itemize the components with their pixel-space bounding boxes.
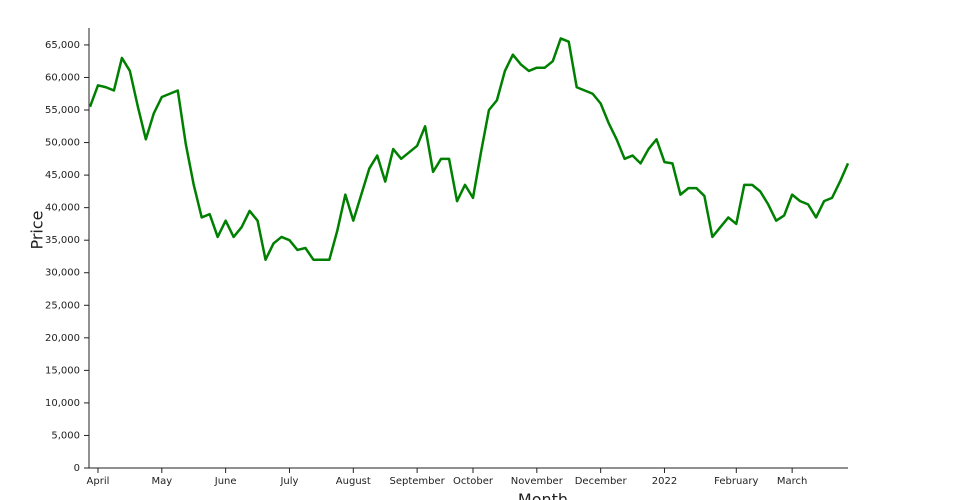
y-tick-label: 50,000 xyxy=(45,138,80,149)
y-tick-label: 30,000 xyxy=(45,268,80,279)
price-line xyxy=(88,37,850,261)
y-tick-label: 0 xyxy=(74,463,80,474)
y-tick-label: 45,000 xyxy=(45,170,80,181)
y-tick-label: 20,000 xyxy=(45,333,80,344)
y-tick-label: 15,000 xyxy=(45,365,80,376)
x-tick-label: August xyxy=(336,476,371,487)
y-tick-label: 5,000 xyxy=(51,430,80,441)
y-tick-label: 55,000 xyxy=(45,105,80,116)
y-tick-label: 40,000 xyxy=(45,203,80,214)
x-tick-label: November xyxy=(511,476,564,487)
y-tick-label: 25,000 xyxy=(45,300,80,311)
x-tick-label: December xyxy=(575,476,628,487)
y-tick-label: 10,000 xyxy=(45,398,80,409)
x-tick-label: March xyxy=(777,476,807,487)
x-tick-label: February xyxy=(714,476,758,487)
y-tick-label: 60,000 xyxy=(45,72,80,83)
x-tick-label: October xyxy=(453,476,494,487)
y-tick-label: 35,000 xyxy=(45,235,80,246)
x-tick-label: July xyxy=(279,476,298,487)
y-tick-label: 65,000 xyxy=(45,40,80,51)
x-axis-title: Month xyxy=(518,490,568,500)
x-tick-label: 2022 xyxy=(652,476,677,487)
y-axis-title: Price xyxy=(28,210,47,249)
x-tick-label: June xyxy=(214,476,237,487)
x-tick-label: May xyxy=(151,476,172,487)
x-tick-label: September xyxy=(389,476,445,487)
x-tick-label: April xyxy=(87,476,110,487)
